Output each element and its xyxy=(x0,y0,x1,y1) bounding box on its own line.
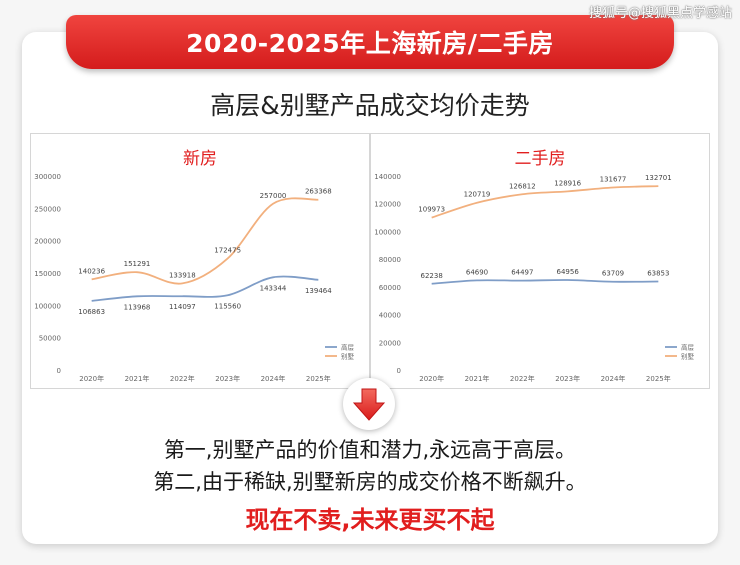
y-tick-label: 200000 xyxy=(34,238,61,246)
y-tick-label: 100000 xyxy=(374,228,401,236)
series-line-high-rise xyxy=(91,275,319,302)
data-label: 64497 xyxy=(511,269,533,277)
chart-title: 二手房 xyxy=(514,149,566,169)
data-label: 133918 xyxy=(169,271,196,279)
data-label: 63853 xyxy=(647,270,669,278)
down-arrow-badge xyxy=(343,378,395,430)
y-tick-label: 250000 xyxy=(34,205,61,213)
legend-label: 别墅 xyxy=(341,352,355,361)
x-tick-label: 2021年 xyxy=(125,374,150,383)
y-tick-label: 60000 xyxy=(379,284,401,292)
conclusion-line-2: 第二,由于稀缺,别墅新房的成交价格不断飙升。 xyxy=(153,470,587,494)
chart-title: 新房 xyxy=(183,149,217,169)
banner-title: 2020-2025年上海新房/二手房 xyxy=(186,29,554,58)
x-tick-label: 2020年 xyxy=(419,374,444,383)
y-tick-label: 140000 xyxy=(374,173,401,181)
data-label: 115560 xyxy=(214,302,241,310)
y-tick-label: 120000 xyxy=(374,201,401,209)
data-label: 139464 xyxy=(305,287,332,295)
data-label: 132701 xyxy=(645,174,672,182)
data-label: 263368 xyxy=(305,188,332,196)
data-label: 257000 xyxy=(260,192,287,200)
y-tick-label: 0 xyxy=(397,367,401,375)
x-tick-label: 2023年 xyxy=(555,374,580,383)
y-tick-label: 40000 xyxy=(379,312,401,320)
new-house-chart: 0 50000 100000 150000 200000 250000 300000 2020… xyxy=(34,173,355,383)
data-label: 126812 xyxy=(509,182,536,190)
series-line-villa xyxy=(431,185,659,219)
data-label: 113968 xyxy=(124,303,151,311)
data-label: 114097 xyxy=(169,303,196,311)
series-line-high-rise xyxy=(431,279,659,285)
y-tick-label: 80000 xyxy=(379,256,401,264)
conclusion-line-1: 第一,别墅产品的价值和潜力,永远高于高层。 xyxy=(163,438,577,462)
y-tick-label: 50000 xyxy=(39,335,61,343)
data-label: 62238 xyxy=(421,272,443,280)
page-subtitle: 高层&别墅产品成交均价走势 xyxy=(210,91,530,120)
data-label: 109973 xyxy=(418,206,445,214)
data-label: 143344 xyxy=(260,284,287,292)
data-label: 106863 xyxy=(78,308,105,316)
data-label: 64690 xyxy=(466,268,488,276)
x-tick-label: 2023年 xyxy=(215,374,240,383)
x-tick-label: 2022年 xyxy=(170,374,195,383)
data-label: 128916 xyxy=(554,179,581,187)
legend-label: 高层 xyxy=(681,343,695,352)
watermark: 搜狐号@搜狐黑点学感站 xyxy=(588,6,732,21)
x-tick-label: 2021年 xyxy=(465,374,490,383)
x-tick-label: 2020年 xyxy=(79,374,104,383)
y-tick-label: 20000 xyxy=(379,339,401,347)
x-tick-label: 2025年 xyxy=(646,374,671,383)
x-tick-label: 2025年 xyxy=(306,374,331,383)
x-tick-label: 2024年 xyxy=(601,374,626,383)
y-tick-label: 100000 xyxy=(34,302,61,310)
data-label: 131677 xyxy=(600,176,627,184)
x-tick-label: 2022年 xyxy=(510,374,535,383)
second-hand-chart-panel: 二手房 0 20000 40000 60000 80000 100000 120000 140… xyxy=(370,133,710,389)
data-label: 120719 xyxy=(464,191,491,199)
new-house-chart-panel: 新房 0 50000 100000 150000 200000 250000 300000 2… xyxy=(30,133,370,389)
data-label: 151291 xyxy=(124,260,151,268)
data-label: 63709 xyxy=(602,270,624,278)
legend-label: 高层 xyxy=(341,343,355,352)
title-banner: 2020-2025年上海新房/二手房 xyxy=(66,15,674,69)
y-tick-label: 150000 xyxy=(34,270,61,278)
series-line-villa xyxy=(91,197,319,285)
y-tick-label: 300000 xyxy=(34,173,61,181)
conclusion-highlight: 现在不卖,未来更买不起 xyxy=(245,506,495,534)
y-tick-label: 0 xyxy=(57,367,61,375)
second-hand-chart: 0 20000 40000 60000 80000 100000 120000 140000 2… xyxy=(374,173,695,383)
x-tick-label: 2024年 xyxy=(261,374,286,383)
data-label: 64956 xyxy=(557,268,580,276)
data-label: 172475 xyxy=(214,246,241,254)
data-label: 140236 xyxy=(78,267,105,275)
down-arrow-icon xyxy=(352,388,386,421)
legend-label: 别墅 xyxy=(681,352,695,361)
